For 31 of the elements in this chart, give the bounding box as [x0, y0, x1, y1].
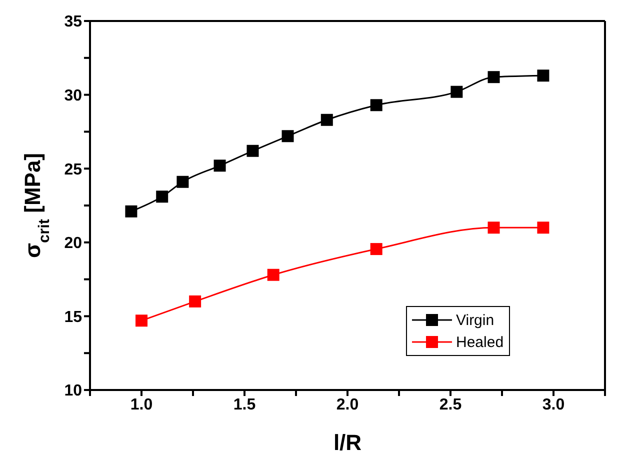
point [488, 71, 500, 84]
y-tick-label: 15 [64, 308, 82, 326]
point [176, 176, 189, 188]
point [189, 295, 202, 308]
y-tick-label: 35 [64, 14, 82, 31]
y-tick-label: 30 [64, 87, 82, 104]
point [282, 130, 294, 142]
point [450, 86, 463, 98]
legend-label: Healed [456, 334, 504, 350]
x-axis-title: l/R [333, 430, 362, 455]
y-tick-label: 10 [64, 382, 82, 400]
point [246, 144, 259, 157]
point [267, 268, 280, 281]
point [370, 243, 382, 256]
point [537, 70, 550, 82]
x-tick-label: 2.5 [439, 396, 462, 414]
x-tick-label: 1.0 [130, 396, 153, 414]
y-tick-label: 25 [64, 161, 82, 178]
point [370, 99, 382, 112]
point [136, 314, 148, 327]
point [156, 190, 168, 203]
point [320, 114, 333, 126]
point [537, 222, 550, 234]
legend-label: Virgin [456, 312, 494, 328]
y-tick-label: 20 [64, 235, 82, 252]
point [125, 205, 138, 218]
x-tick-label: 2.0 [336, 396, 359, 414]
x-tick-label: 3.0 [542, 396, 565, 414]
point [488, 222, 500, 234]
point [214, 160, 226, 172]
x-tick-label: 1.5 [233, 396, 256, 414]
